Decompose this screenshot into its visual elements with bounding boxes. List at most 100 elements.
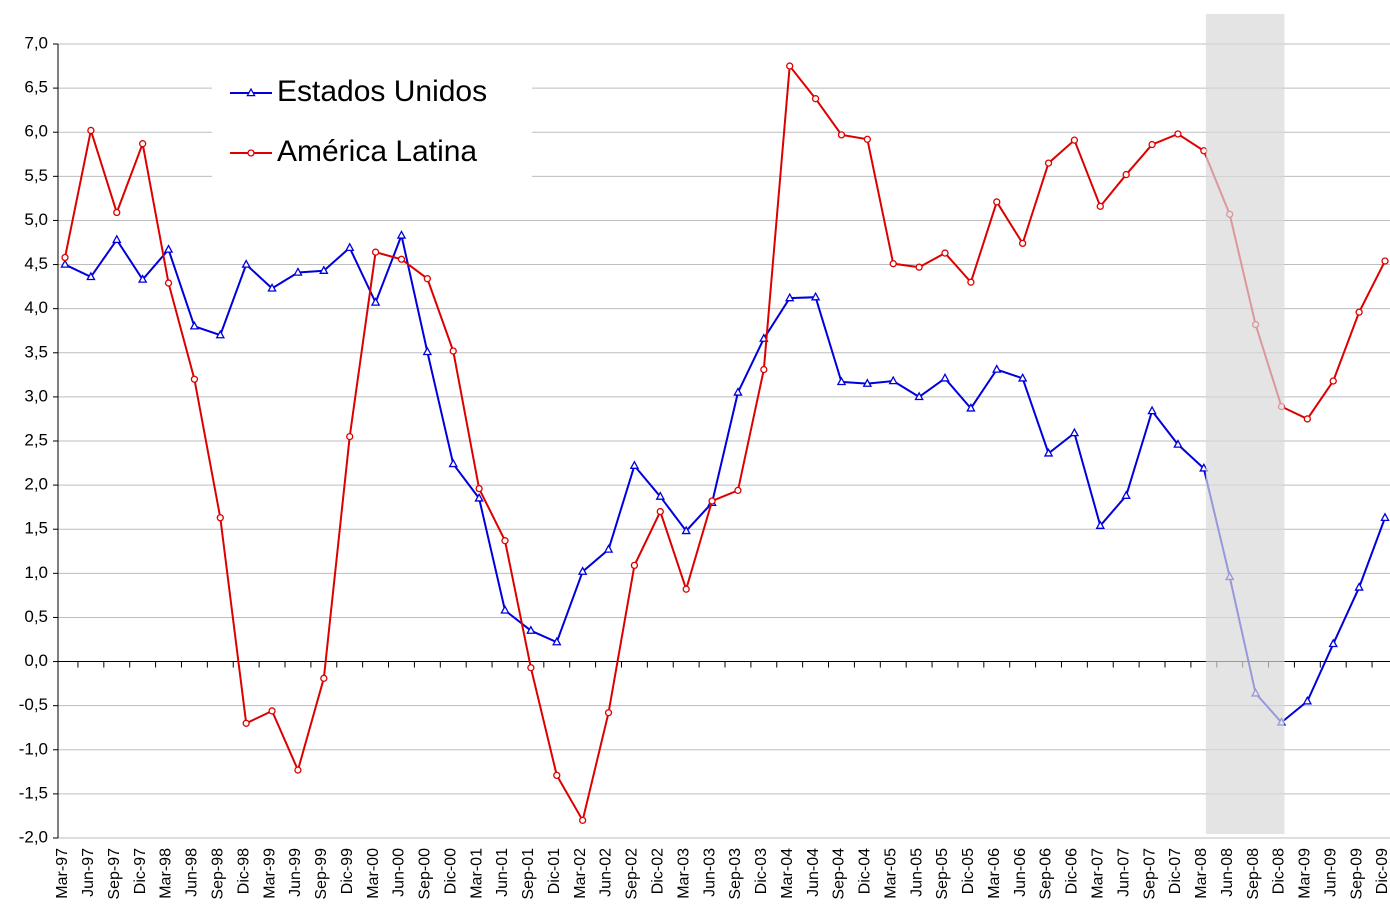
point bbox=[164, 279, 173, 287]
point bbox=[1174, 130, 1182, 138]
point bbox=[242, 719, 250, 727]
point bbox=[526, 625, 536, 634]
x-tick-label: Sep-02 bbox=[624, 848, 641, 900]
x-tick-label: Jun-97 bbox=[80, 848, 97, 897]
x-tick-label: Sep-98 bbox=[210, 848, 227, 900]
x-tick-label: Dic-08 bbox=[1271, 848, 1288, 894]
x-tick-label: Sep-97 bbox=[106, 848, 123, 900]
point bbox=[578, 816, 587, 825]
point bbox=[61, 253, 69, 262]
point bbox=[656, 507, 664, 516]
y-tick-label: 4,0 bbox=[24, 298, 48, 317]
point bbox=[396, 230, 407, 239]
x-tick-label: Mar-09 bbox=[1297, 848, 1314, 899]
point bbox=[86, 271, 96, 281]
x-tick-label: Dic-04 bbox=[857, 848, 874, 894]
point bbox=[993, 198, 1001, 206]
series-line bbox=[64, 231, 1386, 724]
point bbox=[836, 376, 847, 386]
point bbox=[1381, 257, 1389, 265]
point bbox=[810, 291, 821, 301]
point bbox=[1070, 136, 1079, 144]
x-tick-label: Dic-01 bbox=[546, 848, 563, 894]
x-tick-label: Dic-99 bbox=[339, 848, 356, 894]
point bbox=[629, 460, 640, 469]
point bbox=[863, 135, 872, 143]
y-tick-label: 2,0 bbox=[24, 475, 48, 494]
point bbox=[294, 766, 302, 774]
point bbox=[941, 249, 949, 257]
y-tick-label: 7,0 bbox=[24, 33, 48, 52]
point bbox=[1328, 638, 1338, 648]
point bbox=[267, 283, 277, 292]
point bbox=[888, 375, 898, 385]
point bbox=[87, 126, 95, 135]
point bbox=[966, 403, 976, 412]
point bbox=[1147, 405, 1157, 415]
y-tick-label: 3,0 bbox=[24, 386, 48, 405]
point bbox=[682, 585, 690, 593]
x-tick-label: Mar-04 bbox=[779, 848, 796, 899]
point bbox=[112, 234, 122, 244]
y-tick-label: 2,5 bbox=[24, 430, 48, 449]
y-tick-label: 0,5 bbox=[24, 607, 48, 626]
point bbox=[1121, 490, 1131, 499]
point bbox=[681, 525, 691, 535]
point bbox=[604, 709, 613, 717]
point bbox=[345, 242, 355, 252]
legend-label: América Latina bbox=[277, 135, 477, 168]
point bbox=[577, 566, 588, 575]
x-tick-label: Dic-97 bbox=[132, 848, 149, 894]
x-tick-label: Dic-02 bbox=[650, 848, 667, 894]
x-tick-label: Dic-00 bbox=[442, 848, 459, 894]
point bbox=[449, 347, 457, 355]
legend-marker bbox=[246, 87, 256, 97]
point bbox=[346, 432, 354, 441]
point bbox=[474, 492, 484, 502]
x-tick-label: Sep-06 bbox=[1038, 848, 1055, 900]
x-tick-label: Jun-98 bbox=[184, 848, 201, 897]
x-tick-label: Dic-03 bbox=[753, 848, 770, 894]
x-tick-label: Jun-05 bbox=[908, 848, 925, 897]
point bbox=[216, 514, 224, 522]
x-tick-label: Jun-99 bbox=[287, 848, 304, 897]
point bbox=[915, 263, 923, 271]
y-tick-label: -1,0 bbox=[19, 739, 48, 758]
y-tick-label: 5,0 bbox=[24, 210, 48, 229]
point bbox=[190, 375, 199, 383]
point bbox=[1095, 520, 1105, 529]
point bbox=[1354, 582, 1364, 591]
point bbox=[553, 771, 561, 780]
x-tick-label: Mar-03 bbox=[675, 848, 692, 899]
point bbox=[1199, 462, 1209, 472]
legend-label: Estados Unidos bbox=[277, 75, 487, 108]
point bbox=[1303, 415, 1312, 423]
point bbox=[1018, 239, 1027, 248]
point bbox=[862, 378, 873, 387]
y-tick-label: 1,5 bbox=[24, 519, 48, 538]
point bbox=[992, 364, 1002, 373]
y-tick-label: 1,0 bbox=[24, 563, 48, 582]
point bbox=[786, 62, 794, 70]
legend-marker bbox=[247, 149, 255, 157]
x-tick-label: Mar-02 bbox=[572, 848, 589, 899]
x-tick-label: Jun-04 bbox=[805, 848, 822, 897]
point bbox=[655, 491, 665, 500]
x-tick-label: Jun-07 bbox=[1115, 848, 1132, 897]
point bbox=[320, 674, 328, 682]
point bbox=[837, 131, 846, 139]
point bbox=[914, 391, 924, 401]
point bbox=[1173, 439, 1183, 448]
point bbox=[1302, 695, 1313, 705]
highlight-band bbox=[1205, 14, 1285, 834]
point bbox=[552, 636, 562, 646]
x-tick-label: Dic-98 bbox=[235, 848, 252, 894]
point bbox=[1069, 427, 1080, 437]
point bbox=[1017, 373, 1028, 382]
point bbox=[940, 373, 950, 382]
x-tick-label: Sep-01 bbox=[520, 848, 537, 900]
x-tick-label: Dic-05 bbox=[960, 848, 977, 894]
point bbox=[603, 544, 614, 553]
y-tick-label: 5,5 bbox=[24, 166, 48, 185]
